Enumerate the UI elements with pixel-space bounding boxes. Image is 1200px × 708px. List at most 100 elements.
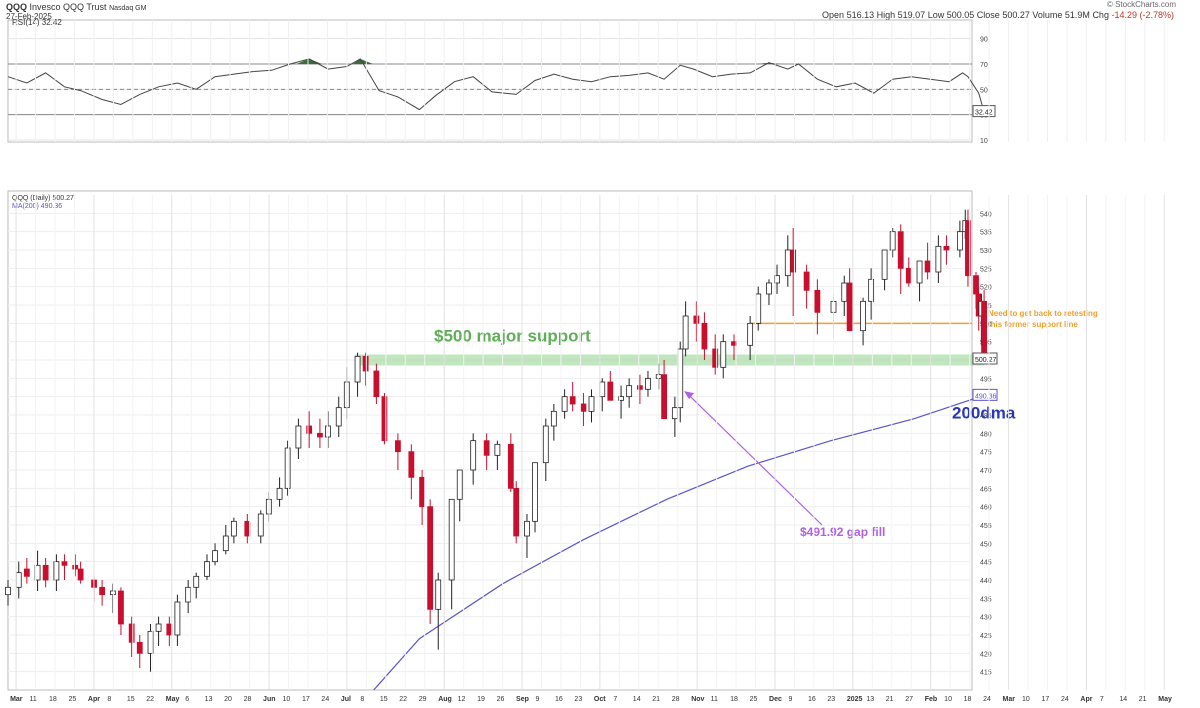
- rsi-last-value-box: [972, 105, 996, 118]
- candle-body: [561, 396, 568, 412]
- price-tick-label: 460: [980, 505, 992, 512]
- x-tick-label: 22: [399, 696, 407, 703]
- rsi-last-value: 32.42: [975, 110, 993, 117]
- price-frame: [7, 190, 973, 691]
- candle-body: [419, 476, 425, 508]
- candle-body: [174, 601, 181, 636]
- candle-body: [897, 231, 904, 269]
- x-tick-label: Apr: [1080, 696, 1092, 703]
- candle-body: [354, 355, 361, 383]
- x-tick-label: 17: [1041, 696, 1049, 703]
- candle-body: [222, 535, 229, 552]
- x-tick-label: 8: [107, 696, 111, 703]
- x-tick-label: 10: [944, 696, 952, 703]
- candle-body: [618, 396, 624, 401]
- candle-body: [550, 410, 557, 427]
- candle-body: [569, 396, 576, 405]
- candle-body: [306, 425, 313, 434]
- candle-body: [61, 561, 68, 566]
- price-tick-label: 540: [980, 211, 992, 218]
- candle-body: [456, 469, 463, 500]
- x-tick-label: 24: [1061, 696, 1069, 703]
- price-tick-label: 475: [980, 450, 992, 457]
- price-tick-label: 450: [980, 541, 992, 548]
- x-tick-label: 11: [711, 696, 718, 703]
- ohlc-close: 500.27: [1002, 10, 1030, 20]
- candle-body: [532, 462, 538, 522]
- x-tick-label: 19: [477, 696, 485, 703]
- x-tick-label: 16: [555, 696, 563, 703]
- candle-body: [147, 630, 154, 654]
- candle-body: [128, 623, 135, 643]
- candle-body: [720, 341, 727, 368]
- ma200-legend: MA(200) 490.36: [12, 203, 62, 210]
- rsi-line: [7, 58, 985, 113]
- annotation-retest-line1: Need to get back to retesting: [988, 309, 1098, 318]
- candle-body: [77, 568, 84, 581]
- x-tick-label: Sep: [516, 696, 529, 703]
- x-tick-label: 10: [283, 696, 291, 703]
- candle-body: [868, 278, 875, 302]
- candle-body: [204, 561, 210, 577]
- annotation-support: $500 major support: [434, 327, 591, 346]
- x-tick-label: 21: [652, 696, 660, 703]
- ohlc-low: 500.05: [946, 10, 975, 20]
- candle-body: [99, 586, 106, 596]
- candle-body: [435, 579, 442, 610]
- ohlc-chg: -14.29 (-2.78%): [1111, 10, 1174, 20]
- x-tick-label: 23: [574, 696, 582, 703]
- candle-body: [701, 322, 708, 350]
- x-tick-label: May: [1158, 696, 1172, 703]
- x-tick-label: Oct: [594, 696, 606, 703]
- candle-body: [814, 289, 821, 313]
- candle-body: [494, 443, 501, 456]
- x-tick-label: Aug: [438, 696, 452, 703]
- candle-body: [72, 564, 79, 570]
- x-tick-label: 18: [964, 696, 972, 703]
- candle-body: [784, 249, 791, 277]
- candle-body: [335, 407, 342, 427]
- header-date: 27-Feb-2025: [6, 12, 52, 21]
- ohlc-open: 516.13: [846, 10, 875, 20]
- x-tick-label: 23: [827, 696, 835, 703]
- price-panel: 415 420 425 430 435 440 445 450 455 460 465 470 475 4…: [5, 190, 1098, 691]
- candle-body: [42, 564, 49, 581]
- ma200-line: [373, 394, 985, 691]
- candle-body: [542, 425, 549, 464]
- candle-body: [513, 487, 520, 537]
- candle-body: [470, 440, 477, 471]
- candle-body: [244, 520, 251, 537]
- x-tick-label: 2025: [847, 696, 863, 703]
- candle-body: [373, 370, 380, 398]
- x-tick-label: May: [166, 696, 180, 703]
- x-tick-label: 24: [983, 696, 991, 703]
- rsi-frame: [7, 19, 973, 143]
- price-tick-label: 525: [980, 266, 992, 273]
- candle-body: [166, 623, 173, 636]
- candle-body: [846, 282, 853, 332]
- x-tick-label: 14: [633, 696, 641, 703]
- candle-body: [5, 586, 11, 596]
- x-tick-label: 8: [360, 696, 364, 703]
- x-tick-label: 28: [672, 696, 680, 703]
- x-tick-label: 22: [146, 696, 154, 703]
- candle-body: [693, 315, 700, 324]
- header-title: QQQ Invesco QQQ Trust Nasdaq GM: [6, 2, 146, 12]
- candle-body: [860, 300, 866, 332]
- price-tick-label: 435: [980, 596, 992, 603]
- x-tick-label: 14: [1119, 696, 1127, 703]
- rsi-tick-label: 50: [980, 87, 988, 94]
- annotation-200dma: 200dma: [952, 404, 1016, 423]
- candle-body: [408, 451, 415, 478]
- x-tick-label: 11: [30, 696, 37, 703]
- price-tick-label: 425: [980, 633, 992, 640]
- candle-body: [230, 520, 237, 537]
- candle-body: [747, 322, 754, 346]
- ohlc-volume: 51.9M: [1064, 10, 1090, 20]
- last-price-box: [972, 352, 998, 365]
- ma200-value-box: [972, 388, 998, 401]
- price-tick-label: 415: [980, 670, 992, 677]
- gap-fill-arrowhead: [684, 391, 694, 400]
- annotation-gap-fill: $491.92 gap fill: [800, 525, 885, 539]
